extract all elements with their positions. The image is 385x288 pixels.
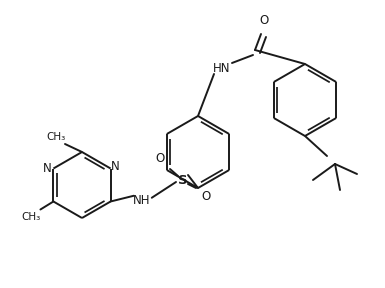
Text: O: O bbox=[156, 153, 165, 166]
Text: S: S bbox=[178, 173, 188, 187]
Text: CH₃: CH₃ bbox=[46, 132, 65, 142]
Text: N: N bbox=[111, 160, 120, 173]
Text: N: N bbox=[43, 162, 52, 175]
Text: NH: NH bbox=[133, 194, 151, 207]
Text: CH₃: CH₃ bbox=[22, 213, 41, 223]
Text: O: O bbox=[259, 14, 269, 26]
Text: O: O bbox=[201, 190, 211, 204]
Text: HN: HN bbox=[213, 62, 231, 75]
